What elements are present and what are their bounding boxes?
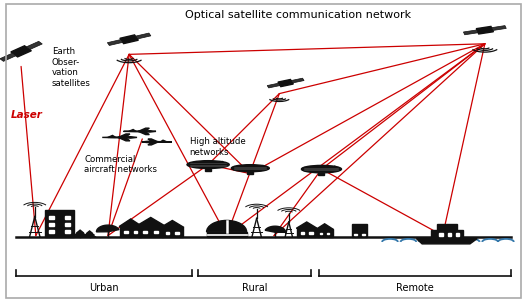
Polygon shape (123, 131, 156, 132)
Polygon shape (0, 53, 16, 61)
Text: Laser: Laser (11, 110, 42, 120)
Polygon shape (362, 234, 365, 235)
Polygon shape (296, 222, 317, 228)
Polygon shape (142, 141, 172, 143)
Polygon shape (327, 233, 329, 234)
Text: High altitude
networks: High altitude networks (190, 137, 246, 157)
Polygon shape (65, 230, 70, 233)
Polygon shape (463, 30, 478, 35)
Polygon shape (108, 40, 123, 46)
Polygon shape (85, 232, 94, 235)
Polygon shape (248, 172, 253, 174)
Polygon shape (335, 166, 338, 169)
Polygon shape (205, 169, 211, 171)
Polygon shape (207, 232, 247, 237)
Polygon shape (65, 216, 70, 219)
Polygon shape (262, 165, 267, 168)
Polygon shape (120, 35, 138, 43)
Polygon shape (86, 231, 93, 234)
Ellipse shape (301, 165, 341, 173)
Polygon shape (316, 224, 333, 229)
Text: Remote: Remote (396, 283, 434, 293)
Polygon shape (143, 231, 148, 233)
Polygon shape (301, 232, 304, 234)
Polygon shape (476, 26, 493, 34)
Polygon shape (439, 233, 443, 236)
Polygon shape (297, 228, 316, 237)
Polygon shape (148, 142, 158, 145)
Wedge shape (207, 220, 247, 232)
Polygon shape (50, 230, 54, 233)
Text: Optical satellite communication network: Optical satellite communication network (184, 10, 411, 20)
Polygon shape (120, 226, 141, 237)
Text: Urban: Urban (89, 283, 119, 293)
Polygon shape (129, 130, 136, 131)
Polygon shape (166, 232, 170, 234)
Polygon shape (50, 216, 54, 219)
Polygon shape (138, 226, 163, 237)
Polygon shape (161, 220, 184, 227)
Ellipse shape (231, 165, 269, 172)
Polygon shape (267, 83, 280, 88)
Polygon shape (317, 229, 333, 237)
Text: Rural: Rural (241, 283, 267, 293)
Polygon shape (119, 219, 142, 226)
Polygon shape (45, 210, 74, 237)
Polygon shape (138, 131, 149, 135)
Polygon shape (160, 140, 167, 142)
Polygon shape (187, 163, 190, 166)
Polygon shape (320, 233, 323, 234)
Polygon shape (83, 234, 96, 237)
Polygon shape (26, 41, 42, 50)
Polygon shape (354, 234, 357, 235)
Polygon shape (138, 128, 149, 131)
Polygon shape (50, 223, 54, 226)
Polygon shape (154, 231, 159, 233)
Ellipse shape (187, 161, 229, 169)
Polygon shape (309, 232, 313, 234)
Polygon shape (124, 231, 128, 233)
Polygon shape (118, 137, 130, 141)
Polygon shape (108, 135, 116, 137)
Polygon shape (11, 46, 31, 57)
Polygon shape (416, 239, 477, 244)
Polygon shape (175, 232, 179, 234)
Polygon shape (278, 79, 294, 87)
Polygon shape (73, 234, 87, 237)
Polygon shape (162, 227, 183, 237)
Polygon shape (102, 137, 137, 138)
Polygon shape (352, 224, 367, 237)
Polygon shape (301, 167, 305, 171)
Polygon shape (448, 233, 452, 236)
Polygon shape (231, 167, 234, 170)
Polygon shape (96, 225, 119, 232)
Polygon shape (492, 26, 506, 31)
Text: Commercial
aircraft networks: Commercial aircraft networks (84, 155, 158, 174)
Polygon shape (133, 231, 137, 233)
Polygon shape (135, 33, 151, 39)
Polygon shape (265, 226, 286, 232)
Polygon shape (118, 134, 130, 137)
Text: Earth
Obser-
vation
satellites: Earth Obser- vation satellites (52, 47, 91, 88)
Polygon shape (291, 78, 304, 83)
Polygon shape (222, 161, 226, 165)
Polygon shape (76, 230, 84, 233)
Polygon shape (318, 173, 325, 175)
Polygon shape (148, 139, 158, 142)
Polygon shape (75, 232, 85, 235)
Polygon shape (137, 217, 164, 226)
Polygon shape (456, 233, 459, 236)
Polygon shape (431, 230, 463, 239)
Polygon shape (65, 223, 70, 226)
Polygon shape (436, 224, 457, 230)
